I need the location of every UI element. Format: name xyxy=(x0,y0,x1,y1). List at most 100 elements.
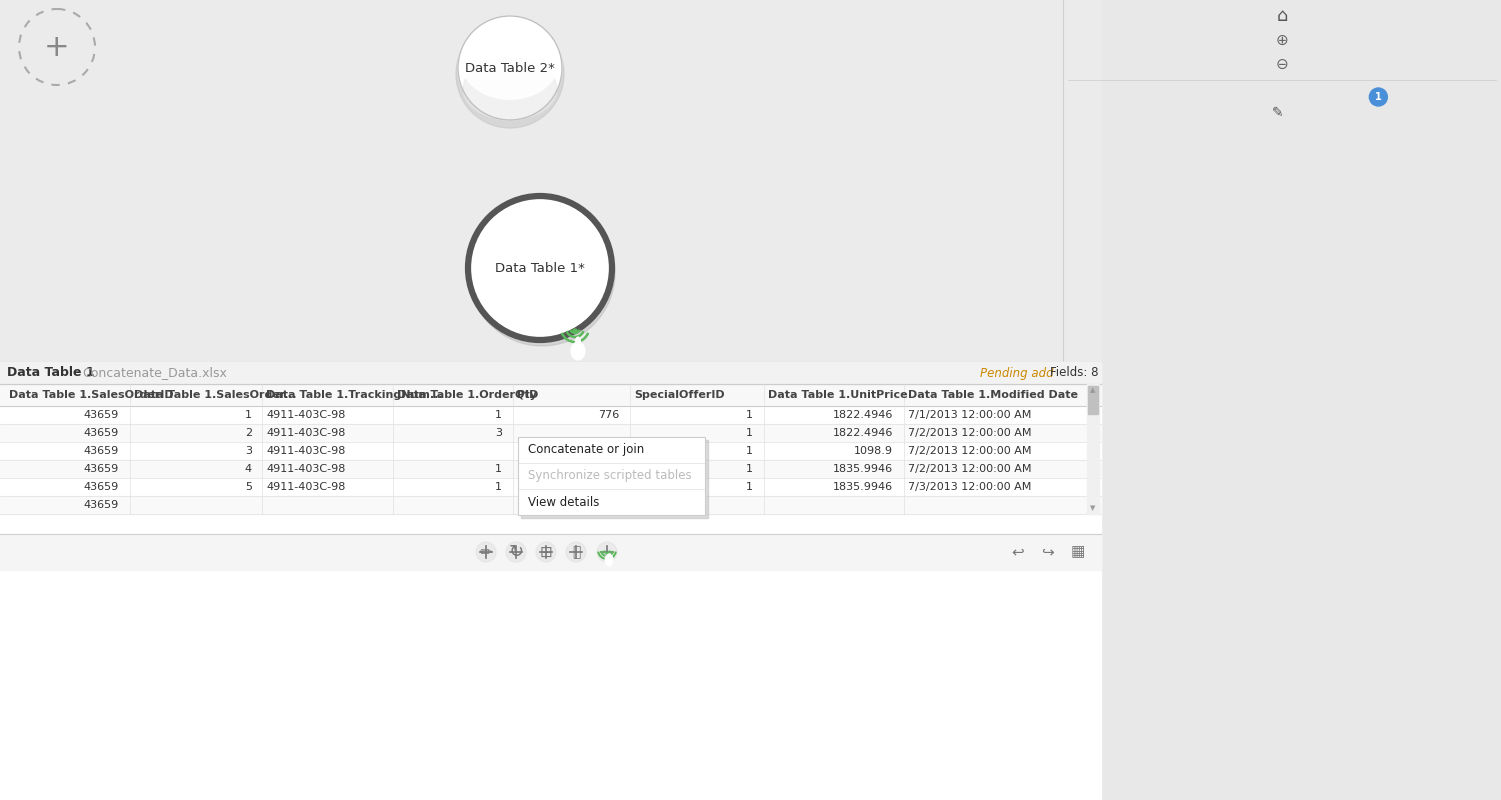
Text: Data Table 1.TrackingNum...: Data Table 1.TrackingNum... xyxy=(266,390,443,400)
Text: 1: 1 xyxy=(1375,92,1382,102)
Text: 5: 5 xyxy=(245,482,252,492)
Text: Concatenate_Data.xlsx: Concatenate_Data.xlsx xyxy=(83,366,227,379)
Text: 7/2/2013 12:00:00 AM: 7/2/2013 12:00:00 AM xyxy=(908,446,1031,456)
Text: ↩: ↩ xyxy=(1012,545,1024,559)
Text: ▦: ▦ xyxy=(1070,545,1085,559)
Text: 776: 776 xyxy=(597,410,618,420)
Text: 1: 1 xyxy=(746,428,754,438)
Bar xyxy=(1088,386,1099,414)
Text: 43659: 43659 xyxy=(84,446,119,456)
Text: ↻: ↻ xyxy=(509,543,524,561)
Text: +: + xyxy=(44,34,71,62)
Bar xyxy=(0,362,1102,384)
Text: Data Table 1: Data Table 1 xyxy=(8,366,95,379)
Circle shape xyxy=(468,200,615,346)
Bar xyxy=(0,496,1102,514)
Text: ▼: ▼ xyxy=(1090,505,1096,511)
Circle shape xyxy=(506,542,525,562)
Circle shape xyxy=(573,329,576,333)
Text: Data Table 1.SalesOrderID: Data Table 1.SalesOrderID xyxy=(9,390,174,400)
Text: ⌂: ⌂ xyxy=(1276,7,1288,25)
Text: 7/2/2013 12:00:00 AM: 7/2/2013 12:00:00 AM xyxy=(908,464,1031,474)
Text: ⛓: ⛓ xyxy=(572,545,581,559)
Text: Data Table 2*: Data Table 2* xyxy=(465,62,555,74)
Text: Pending add: Pending add xyxy=(980,366,1054,379)
Text: 2: 2 xyxy=(245,428,252,438)
Text: 4911-403C-98: 4911-403C-98 xyxy=(266,428,345,438)
Text: 4911-403C-98: 4911-403C-98 xyxy=(266,482,345,492)
Text: Data Table 1.Modified Date: Data Table 1.Modified Date xyxy=(908,390,1078,400)
Text: View details: View details xyxy=(528,495,599,509)
Ellipse shape xyxy=(464,58,557,120)
Bar xyxy=(1087,384,1099,514)
Text: Fields: 8: Fields: 8 xyxy=(1051,366,1099,379)
Circle shape xyxy=(1369,88,1387,106)
Bar xyxy=(0,534,1102,570)
Text: 7/2/2013 12:00:00 AM: 7/2/2013 12:00:00 AM xyxy=(908,428,1031,438)
Text: 1: 1 xyxy=(495,464,501,474)
Text: 43659: 43659 xyxy=(84,464,119,474)
Text: 1: 1 xyxy=(746,482,754,492)
Text: 1: 1 xyxy=(746,464,754,474)
Text: 1: 1 xyxy=(245,410,252,420)
Ellipse shape xyxy=(570,342,585,360)
Text: 43659: 43659 xyxy=(84,500,119,510)
Text: 7/3/2013 12:00:00 AM: 7/3/2013 12:00:00 AM xyxy=(908,482,1031,492)
Text: ▲: ▲ xyxy=(1090,387,1096,393)
Circle shape xyxy=(566,542,585,562)
Text: 1822.4946: 1822.4946 xyxy=(833,428,893,438)
Text: ⊖: ⊖ xyxy=(1276,57,1288,71)
Text: PID: PID xyxy=(516,390,539,400)
Bar xyxy=(0,478,1102,496)
Text: ↪: ↪ xyxy=(1042,545,1054,559)
Text: 3: 3 xyxy=(245,446,252,456)
Text: 4: 4 xyxy=(245,464,252,474)
Text: ✏: ✏ xyxy=(480,545,492,559)
Text: Data Table 1.SalesOrder...: Data Table 1.SalesOrder... xyxy=(134,390,297,400)
Text: 1835.9946: 1835.9946 xyxy=(833,482,893,492)
Circle shape xyxy=(476,542,495,562)
Bar xyxy=(0,460,1102,478)
Text: Data Table 1*: Data Table 1* xyxy=(495,262,585,274)
Circle shape xyxy=(458,16,561,120)
Bar xyxy=(0,384,1102,406)
Text: SpecialOfferID: SpecialOfferID xyxy=(633,390,725,400)
Bar xyxy=(0,406,1102,424)
Text: 4911-403C-98: 4911-403C-98 xyxy=(266,410,345,420)
Bar xyxy=(521,440,708,518)
Circle shape xyxy=(456,20,564,128)
Text: 43659: 43659 xyxy=(84,482,119,492)
Text: 1: 1 xyxy=(746,446,754,456)
Text: 1098.9: 1098.9 xyxy=(854,446,893,456)
Circle shape xyxy=(536,542,555,562)
Text: 1822.4946: 1822.4946 xyxy=(833,410,893,420)
Bar xyxy=(0,362,1102,800)
Text: 4911-403C-98: 4911-403C-98 xyxy=(266,446,345,456)
Text: Concatenate or join: Concatenate or join xyxy=(528,443,644,457)
Text: 43659: 43659 xyxy=(84,410,119,420)
Text: ⊟: ⊟ xyxy=(540,545,552,559)
Text: Data Table 1.OrderQty: Data Table 1.OrderQty xyxy=(396,390,537,400)
Bar xyxy=(0,424,1102,442)
Bar xyxy=(1063,0,1501,800)
Text: 1: 1 xyxy=(746,410,754,420)
Bar xyxy=(0,442,1102,460)
Bar xyxy=(0,0,1102,362)
Circle shape xyxy=(597,542,617,562)
Text: 1: 1 xyxy=(495,482,501,492)
Text: ⊕: ⊕ xyxy=(1276,33,1288,47)
Ellipse shape xyxy=(605,554,612,566)
Text: 7/1/2013 12:00:00 AM: 7/1/2013 12:00:00 AM xyxy=(908,410,1031,420)
Ellipse shape xyxy=(575,337,581,347)
Text: 43659: 43659 xyxy=(84,428,119,438)
Text: ✎: ✎ xyxy=(1273,106,1283,120)
Text: 1: 1 xyxy=(495,410,501,420)
Ellipse shape xyxy=(461,21,560,99)
Text: Synchronize scripted tables: Synchronize scripted tables xyxy=(528,470,692,482)
FancyBboxPatch shape xyxy=(518,437,705,515)
Text: 1835.9946: 1835.9946 xyxy=(833,464,893,474)
Text: 4911-403C-98: 4911-403C-98 xyxy=(266,464,345,474)
Text: 3: 3 xyxy=(495,428,501,438)
Text: Data Table 1.UnitPrice: Data Table 1.UnitPrice xyxy=(769,390,908,400)
Circle shape xyxy=(468,196,612,340)
